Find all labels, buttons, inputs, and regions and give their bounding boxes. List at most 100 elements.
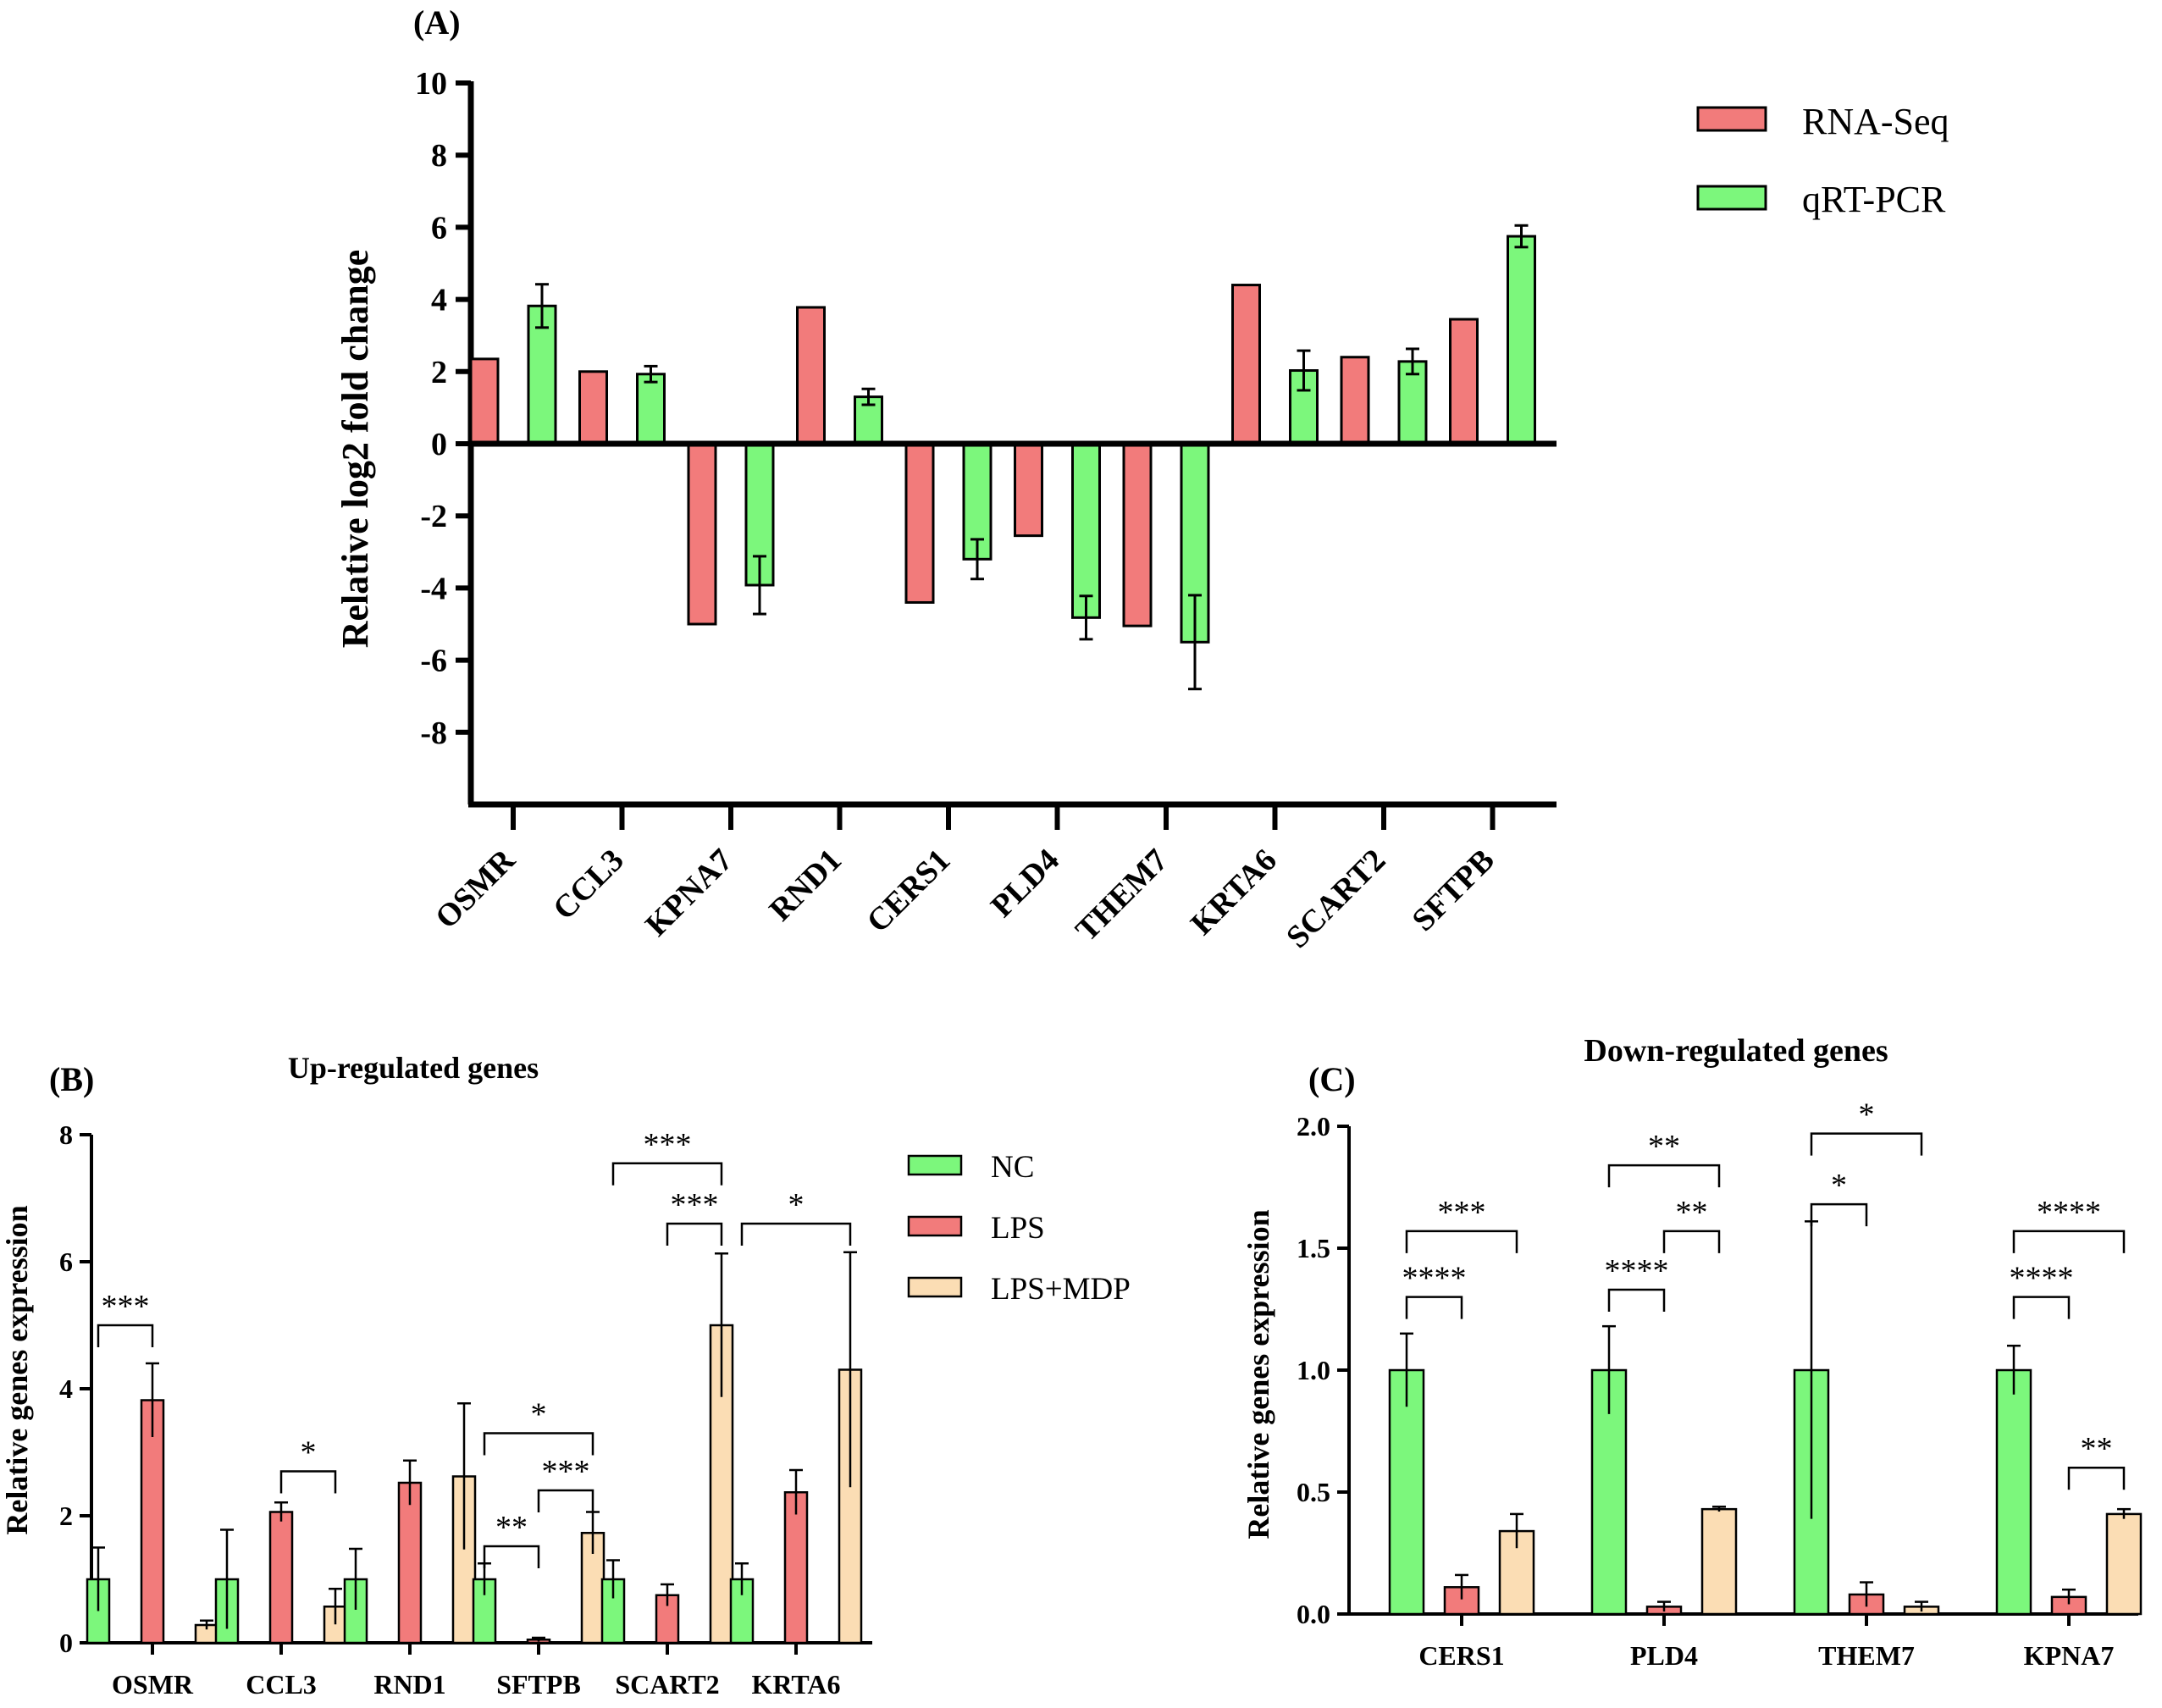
legend-a-swatch-qrtpcr (1696, 185, 1767, 211)
bar-b-lps-krta6 (783, 1491, 809, 1644)
significance-label-c: * (1831, 1168, 1847, 1203)
x-tick-label-b: SCART2 (615, 1669, 719, 1700)
significance-bracket-b (666, 1222, 723, 1246)
bar-c-nc-kpna7 (1995, 1368, 2032, 1616)
significance-label-b: *** (102, 1289, 150, 1324)
x-tick-label-a: KPNA7 (639, 843, 739, 943)
significance-bracket-b (279, 1470, 337, 1494)
x-tick-label-a: THEM7 (1069, 843, 1175, 948)
significance-label-c: **** (2010, 1261, 2074, 1296)
bar-a-rnaseq-cers1 (904, 442, 935, 604)
x-tick-label-a: RND1 (763, 843, 849, 928)
significance-label-c: ** (2081, 1431, 2113, 1467)
significance-bracket-b (483, 1432, 594, 1456)
legend-b-swatch-nc (907, 1154, 963, 1176)
y-tick-label-a: 10 (415, 66, 447, 102)
significance-label-c: **** (2037, 1195, 2101, 1230)
bar-b-nc-sftpb (472, 1578, 497, 1644)
legend-b-swatch-lps (907, 1215, 963, 1237)
significance-bracket-b (97, 1324, 154, 1347)
panel-label-c: (C) (1308, 1060, 1356, 1098)
legend-a: RNA-Seq qRT-PCR (1696, 101, 1949, 220)
x-tick-label-a: PLD4 (984, 843, 1066, 925)
x-tick-label-c: CERS1 (1418, 1640, 1504, 1671)
y-tick-label-a: -6 (420, 644, 447, 679)
legend-b: NC LPS LPS+MDP (907, 1150, 1131, 1307)
y-tick-label-c: 1.5 (1297, 1233, 1330, 1263)
x-tick-label-a: CCL3 (546, 843, 631, 927)
legend-b-label-lpsmdp: LPS+MDP (991, 1272, 1131, 1307)
title-b: Up-regulated genes (288, 1051, 539, 1085)
y-tick-label-a: 2 (431, 355, 447, 390)
y-tick-label-a: 8 (431, 138, 447, 174)
x-tick-label-a: SFTPB (1406, 843, 1501, 938)
x-tick-label-a: KRTA6 (1184, 843, 1284, 942)
significance-bracket-c (1810, 1202, 1868, 1227)
y-tick-label-a: 6 (431, 210, 447, 246)
significance-label-b: *** (542, 1454, 590, 1490)
legend-b-swatch-lpsmdp (907, 1276, 963, 1298)
x-tick-label-b: KRTA6 (752, 1669, 841, 1700)
title-c: Down-regulated genes (1584, 1033, 1888, 1069)
y-tick-label-b: 6 (59, 1246, 73, 1277)
y-tick-label-c: 1.0 (1297, 1355, 1330, 1385)
significance-bracket-c (1662, 1230, 1721, 1253)
significance-label-b: * (531, 1397, 547, 1433)
significance-bracket-c (2012, 1296, 2071, 1319)
significance-bracket-c (1405, 1230, 1518, 1253)
y-tick-label-a: -4 (420, 571, 447, 606)
legend-a-label-rnaseq: RNA-Seq (1802, 101, 1949, 142)
y-tick-label-a: 0 (431, 427, 447, 462)
bar-b-lps-rnd1 (397, 1481, 423, 1644)
x-tick-label-a: OSMR (429, 842, 523, 936)
y-tick-label-b: 8 (59, 1119, 73, 1150)
x-tick-label-c: KPNA7 (2024, 1640, 2115, 1671)
significance-label-c: *** (1438, 1195, 1486, 1230)
bar-a-rnaseq-ccl3 (578, 370, 608, 445)
y-tick-label-a: -2 (420, 499, 447, 534)
x-tick-label-a: SCART2 (1280, 843, 1392, 955)
bar-c-lpsmdp-kpna7 (2105, 1512, 2143, 1616)
bar-a-rnaseq-sftpb (1449, 318, 1479, 445)
bar-c-lpsmdp-pld4 (1700, 1507, 1738, 1616)
x-tick-label-b: OSMR (112, 1669, 194, 1700)
y-tick-label-c: 0.0 (1297, 1599, 1330, 1629)
bar-a-rnaseq-krta6 (1231, 284, 1261, 445)
y-tick-label-a: -8 (420, 716, 447, 751)
significance-bracket-c (1405, 1296, 1463, 1319)
y-tick-label-b: 0 (59, 1628, 73, 1658)
bar-b-lps-ccl3 (268, 1511, 294, 1644)
significance-bracket-b (537, 1489, 594, 1512)
y-tick-label-c: 0.5 (1297, 1477, 1330, 1507)
y-tick-label-c: 2.0 (1297, 1111, 1330, 1141)
significance-label-b: * (301, 1435, 317, 1471)
x-tick-label-b: CCL3 (246, 1669, 317, 1700)
bar-a-qrtpcr-sftpb (1507, 235, 1536, 445)
y-tick-label-b: 4 (59, 1374, 73, 1404)
chart-panel-a: 10 8 6 4 2 0 -2 -4 -6 -8 OSMR CCL3 KPNA7 RND1 CERS1 PLD… (415, 66, 1557, 955)
y-tick-label-a: 4 (431, 283, 447, 318)
significance-label-b: ** (495, 1510, 528, 1545)
significance-bracket-b (740, 1222, 852, 1246)
significance-label-c: **** (1605, 1253, 1669, 1289)
significance-label-c: ** (1676, 1195, 1708, 1230)
bar-c-nc-cers1 (1388, 1368, 1425, 1616)
panel-label-b: (B) (49, 1060, 94, 1098)
bar-a-rnaseq-scart2 (1340, 356, 1370, 445)
significance-label-b: * (788, 1187, 805, 1223)
bar-a-qrtpcr-osmr (527, 304, 557, 445)
x-tick-label-b: SFTPB (496, 1669, 581, 1700)
bar-a-rnaseq-rnd1 (796, 306, 826, 445)
bar-a-rnaseq-osmr (469, 357, 500, 445)
legend-a-swatch-rnaseq (1696, 106, 1767, 132)
significance-label-c: ** (1648, 1129, 1680, 1164)
significance-label-c: * (1859, 1097, 1875, 1133)
bar-a-rnaseq-kpna7 (687, 442, 717, 626)
ylabel-b: Relative genes expression (0, 1205, 34, 1534)
bar-a-rnaseq-them7 (1122, 442, 1153, 627)
legend-b-label-nc: NC (991, 1150, 1034, 1185)
significance-bracket-c (1607, 1164, 1721, 1188)
significance-bracket-c (1810, 1132, 1923, 1156)
